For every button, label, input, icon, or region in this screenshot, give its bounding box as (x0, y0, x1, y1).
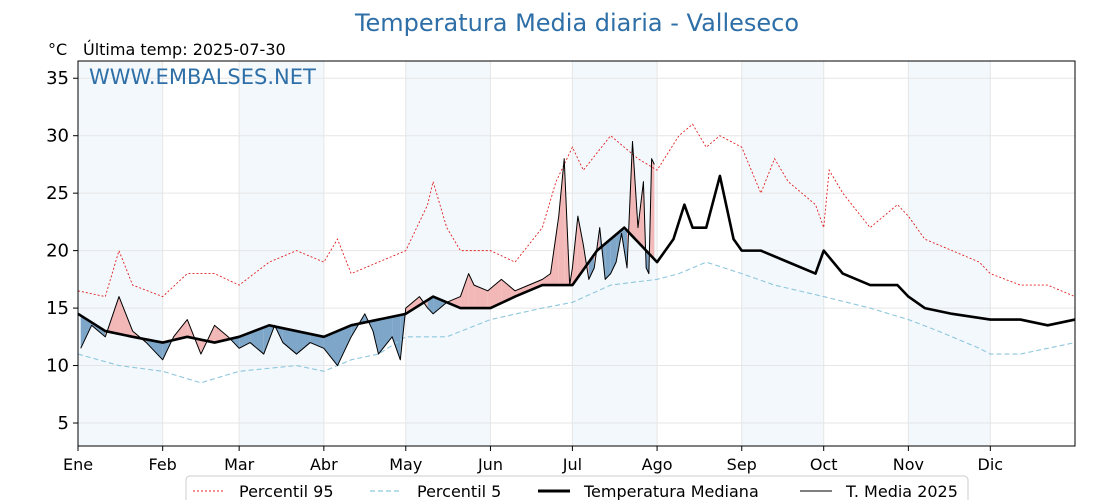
x-tick-label-Mar: Mar (224, 455, 255, 474)
y-tick-label-35: 35 (46, 68, 69, 89)
legend: Percentil 95 Percentil 5 Temperatura Med… (185, 475, 969, 500)
deviation-fill-segment (637, 181, 644, 248)
plot-frame (77, 60, 1076, 447)
deviation-fill-segment (487, 279, 502, 309)
series-t-media-2025 (80, 140, 655, 367)
month-band-Mar (239, 61, 324, 446)
y-axis-ticks: 5 10 15 20 25 30 35 (46, 68, 78, 434)
deviation-fill-segment (392, 314, 401, 360)
x-tick-label-Abr: Abr (310, 455, 338, 474)
deviation-fill-segment (337, 325, 352, 366)
deviation-fill-segment (528, 279, 543, 291)
last-temp-label: Última temp: 2025-07-30 (83, 40, 286, 59)
y-tick-label-20: 20 (46, 241, 69, 262)
grid-lines (77, 61, 1075, 446)
month-band-Ene (78, 61, 163, 446)
legend-label-p95: Percentil 95 (239, 482, 334, 500)
deviation-fill-segment (282, 328, 297, 355)
deviation-fill-segment (214, 325, 229, 343)
deviation-fill-segment (446, 296, 461, 309)
deviation-fill-segment (515, 285, 529, 297)
x-tick-label-Nov: Nov (893, 455, 924, 474)
month-band-Sep (741, 61, 824, 446)
deviation-fill-segment (474, 285, 488, 309)
deviation-fill-segment (558, 158, 565, 286)
deviation-fill-segment (651, 158, 655, 260)
deviation-fill-segment (80, 315, 92, 349)
x-tick-label-Ago: Ago (642, 455, 673, 474)
chart-title: Temperatura Media diaria - Valleseco (354, 9, 799, 37)
deviation-fill-segment (646, 250, 649, 274)
deviation-fill-segment (468, 273, 475, 309)
watermark: WWW.EMBALSES.NET (89, 65, 316, 89)
deviation-fill-segment (378, 316, 393, 355)
series-lines (77, 123, 1076, 384)
deviation-fill-segment (460, 273, 469, 309)
x-tick-label-Ene: Ene (63, 455, 93, 474)
x-tick-label-May: May (389, 455, 422, 474)
y-unit-label: °C (48, 40, 67, 59)
deviation-fill-segment (577, 216, 584, 278)
series-percentil-5 (77, 261, 1076, 384)
deviation-fill-segment (250, 327, 264, 355)
deviation-fill-segment (542, 273, 551, 286)
x-axis-ticks: Ene Feb Mar Abr May Jun Jul Ago Sep Oct Nov Dic (63, 446, 1003, 474)
month-bands (78, 61, 991, 446)
y-tick-label-10: 10 (46, 356, 69, 377)
deviation-fill-segment (118, 296, 133, 337)
y-tick-label-15: 15 (46, 298, 69, 319)
x-tick-label-Oct: Oct (810, 455, 838, 474)
deviation-fill-segment (405, 296, 420, 314)
month-band-May (405, 61, 491, 446)
series-temperatura-mediana (77, 174, 1076, 344)
deviation-fill-segment (323, 331, 338, 366)
deviation-fill-segment (605, 239, 611, 280)
deviation-fill-segment (146, 339, 163, 360)
x-tick-label-Sep: Sep (727, 455, 757, 474)
series-percentil-95 (77, 123, 1076, 298)
x-tick-label-Jul: Jul (562, 455, 582, 474)
month-band-Nov (908, 61, 991, 446)
deviation-fill-segment (373, 319, 379, 355)
deviation-fill-segment (310, 333, 324, 349)
x-tick-label-Feb: Feb (149, 455, 177, 474)
legend-box (185, 475, 969, 500)
y-tick-label-25: 25 (46, 183, 69, 204)
x-tick-label-Jun: Jun (477, 455, 503, 474)
y-tick-label-30: 30 (46, 126, 69, 147)
legend-label-median: Temperatura Mediana (583, 482, 759, 500)
deviation-fill-segment (433, 296, 447, 314)
legend-label-2025: T. Media 2025 (845, 482, 958, 500)
deviation-fill-segment (427, 296, 434, 314)
y-tick-label-5: 5 (58, 413, 69, 434)
deviation-fill-segment (296, 331, 311, 355)
legend-label-p5: Percentil 5 (417, 482, 501, 500)
x-tick-label-Dic: Dic (978, 455, 1004, 474)
